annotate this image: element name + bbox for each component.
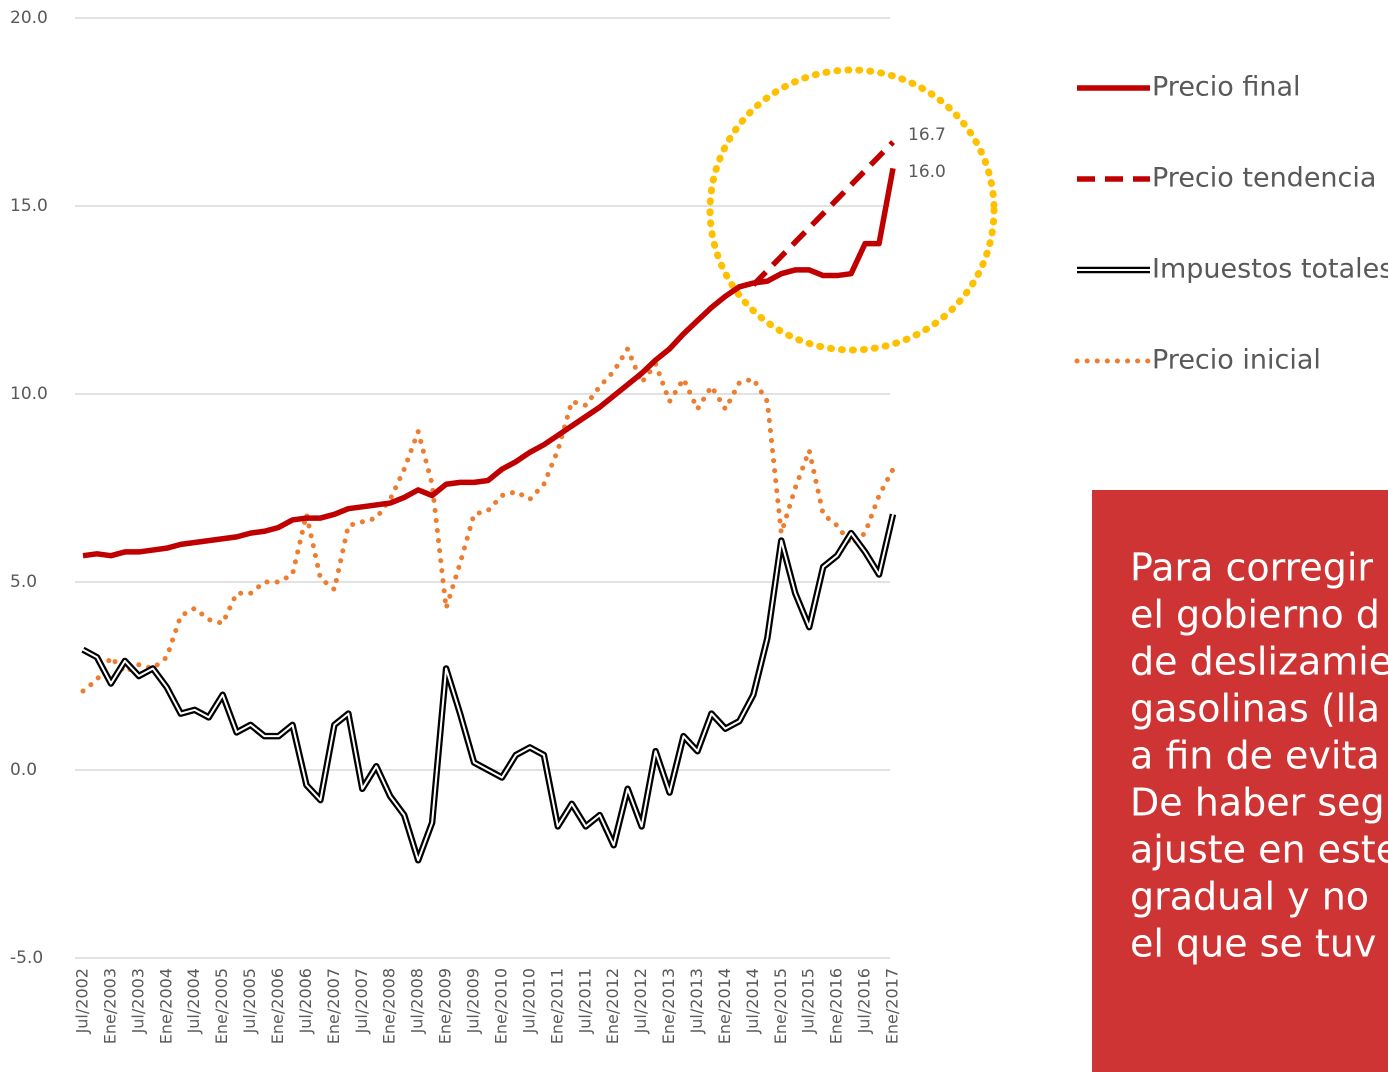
x-tick-label: Jul/2003: [128, 968, 147, 1034]
y-tick-label: 10.0: [10, 384, 48, 404]
x-tick-label: Ene/2016: [827, 968, 846, 1044]
note-text: de deslizamie: [1130, 640, 1388, 684]
note-text: ajuste en este: [1130, 828, 1388, 872]
x-tick-label: Ene/2013: [659, 968, 678, 1044]
legend-label: Precio tendencia: [1152, 163, 1376, 194]
series-line: [80, 346, 896, 694]
legend-label: Precio final: [1152, 72, 1301, 103]
x-tick-label: Jul/2011: [575, 968, 594, 1034]
x-tick-label: Ene/2015: [771, 968, 790, 1044]
x-tick-label: Ene/2006: [268, 968, 287, 1044]
x-tick-label: Jul/2014: [743, 968, 762, 1034]
series-line: [82, 514, 894, 862]
legend-label: Impuestos totales: [1152, 254, 1388, 285]
x-tick-label: Jul/2008: [408, 968, 427, 1034]
x-tick-label: Jul/2012: [631, 968, 650, 1034]
x-tick-label: Ene/2009: [436, 968, 455, 1044]
x-tick-label: Ene/2010: [491, 968, 510, 1044]
series-line: [751, 140, 895, 287]
x-tick-label: Jul/2004: [184, 968, 203, 1034]
value-label: 16.7: [908, 125, 946, 145]
x-tick-label: Ene/2017: [883, 968, 902, 1044]
note-text: gasolinas (lla: [1130, 687, 1380, 731]
x-tick-label: Ene/2007: [324, 968, 343, 1044]
note-text: el que se tuv: [1130, 922, 1376, 966]
note-text: el gobierno d: [1130, 593, 1380, 637]
y-tick-label: 20.0: [10, 8, 48, 28]
x-tick-label: Jul/2016: [855, 968, 874, 1034]
note-text: Para corregir: [1130, 546, 1373, 590]
x-tick-label: Ene/2003: [100, 968, 119, 1044]
x-tick-label: Jul/2009: [464, 968, 483, 1034]
x-tick-label: Ene/2004: [156, 968, 175, 1044]
x-tick-label: Ene/2012: [603, 968, 622, 1044]
highlight-circle: [706, 66, 998, 354]
x-tick-label: Jul/2010: [519, 968, 538, 1034]
x-tick-label: Jul/2015: [799, 968, 818, 1034]
x-tick-label: Jul/2006: [296, 968, 315, 1034]
x-tick-label: Ene/2008: [380, 968, 399, 1044]
legend-label: Precio inicial: [1152, 345, 1321, 376]
y-tick-label: 5.0: [10, 572, 37, 592]
note-text: a fin de evita: [1130, 734, 1380, 778]
note-text: De haber seg: [1130, 781, 1385, 825]
x-tick-label: Jul/2013: [687, 968, 706, 1034]
note-text: gradual y no: [1130, 875, 1369, 919]
y-tick-label: -5.0: [10, 948, 43, 968]
note-box: [1092, 490, 1388, 1072]
value-label: 16.0: [908, 162, 946, 182]
x-tick-label: Jul/2007: [352, 968, 371, 1034]
x-tick-label: Jul/2005: [240, 968, 259, 1034]
series-line: [81, 513, 897, 864]
series-line: [82, 167, 896, 559]
x-tick-label: Ene/2005: [212, 968, 231, 1044]
y-tick-label: 15.0: [10, 196, 48, 216]
x-tick-label: Ene/2014: [715, 968, 734, 1044]
x-tick-label: Jul/2002: [73, 968, 92, 1034]
y-tick-label: 0.0: [10, 760, 37, 780]
x-tick-label: Ene/2011: [547, 968, 566, 1044]
